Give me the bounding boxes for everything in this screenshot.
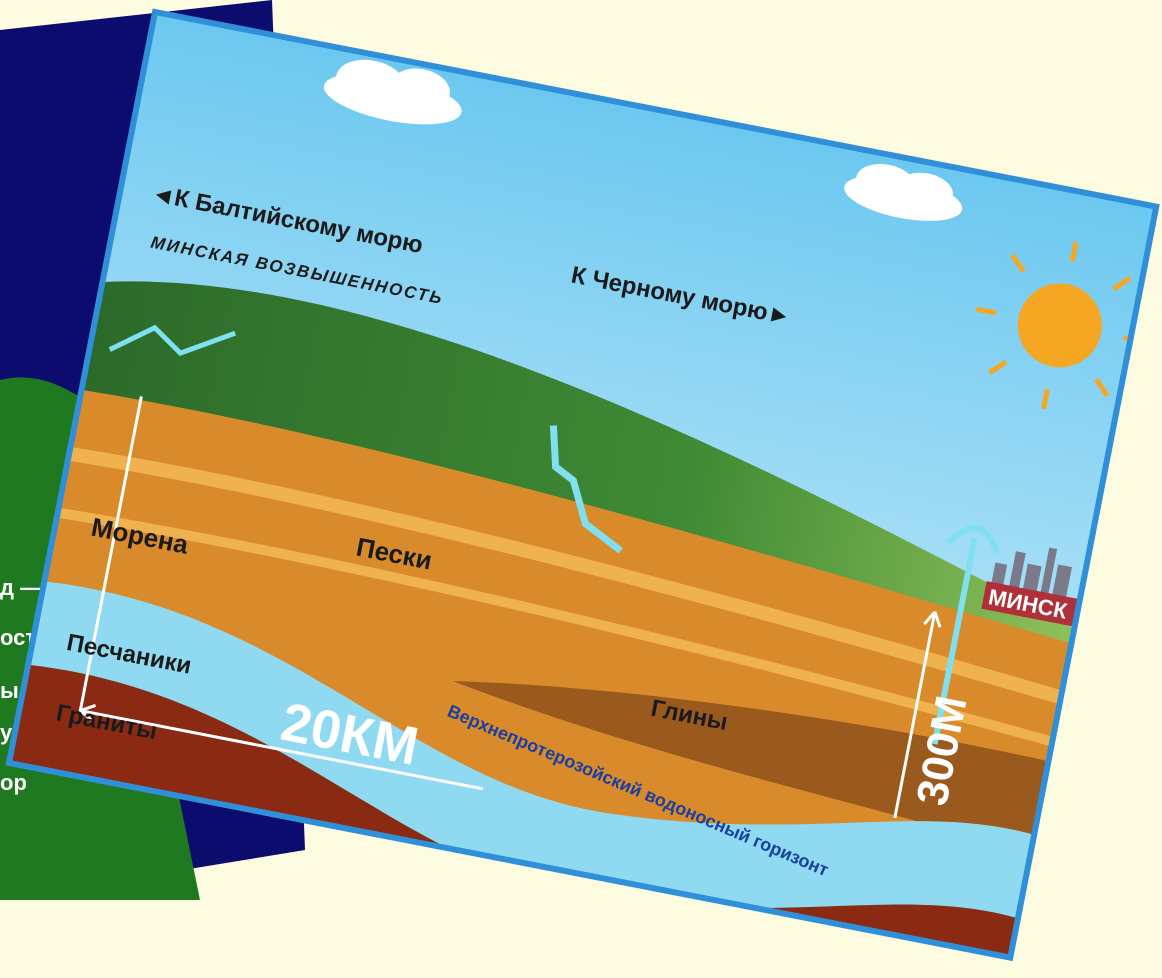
- sand-stripe: [56, 507, 1054, 747]
- sand-layer: [9, 389, 1072, 958]
- diagram: ◄К Балтийскому морю К Черному морю► МИНС…: [5, 8, 1160, 962]
- river: [108, 324, 237, 356]
- sand-stripe: [68, 446, 1063, 705]
- clay-layer: [452, 681, 1049, 855]
- scale-arrows: [78, 396, 942, 819]
- sandstone-layer: [9, 581, 1035, 958]
- fragment: д —: [0, 575, 42, 600]
- city-plate: [981, 581, 1080, 627]
- well: [931, 537, 978, 745]
- sun: [975, 241, 1144, 410]
- clouds: [323, 59, 963, 221]
- granite-layer: [9, 664, 1018, 958]
- river: [549, 425, 623, 554]
- fragment: ы: [0, 678, 19, 703]
- frame: [5, 8, 1160, 962]
- fountain: [946, 524, 1001, 554]
- slide-text: д — ост ы уг ор: [0, 575, 42, 795]
- fragment: ор: [0, 770, 27, 795]
